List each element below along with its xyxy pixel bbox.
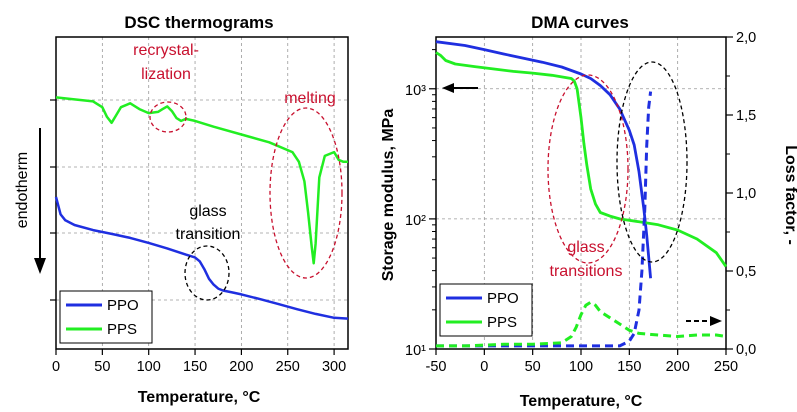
- dsc-x-tick-label: 50: [94, 359, 110, 375]
- dsc-panel: DSC thermograms 0 50 100 150 200 250 300 Tempe…: [14, 13, 349, 406]
- ppo-glass-transition-ellipse: [616, 61, 688, 263]
- dsc-title: DSC thermograms: [124, 13, 273, 32]
- dma-series-loss-pps: [436, 300, 727, 348]
- dsc-x-tick-label: 150: [183, 359, 207, 375]
- loss-axis-arrow: [686, 316, 722, 326]
- dsc-x-axis-label: Temperature, °C: [138, 389, 261, 406]
- dsc-x-tick-label: 200: [229, 359, 253, 375]
- dma-y2-tick-label: 1,5: [736, 108, 756, 124]
- recrystallization-ellipse: [149, 101, 187, 133]
- dma-series-ppo: [435, 40, 652, 279]
- dma-y-axis-label: Storage modulus, MPa: [380, 109, 397, 282]
- recrystallization-label-2: lization: [141, 66, 191, 83]
- recrystallization-label-1: recrystal-: [133, 42, 199, 59]
- dsc-legend-ppo: PPO: [107, 297, 139, 314]
- dsc-x-tick-label: 100: [137, 359, 161, 375]
- dma-legend-pps: PPS: [487, 314, 517, 331]
- dma-y2-tick-label: 0,5: [736, 264, 756, 280]
- dma-x-ticks: -50 0 50 100 150 200 250: [426, 349, 738, 375]
- melting-ellipse: [269, 107, 343, 279]
- endotherm-arrow: [34, 128, 46, 274]
- dma-y2-tick-label: 0,0: [736, 342, 756, 358]
- dma-y2-ticks: 0,0 0,5 1,0 1,5 2,0: [726, 30, 756, 358]
- dma-legend-ppo: PPO: [487, 290, 519, 307]
- dma-x-axis-label: Temperature, °C: [520, 393, 643, 410]
- dsc-x-tick-label: 300: [322, 359, 346, 375]
- dsc-x-tick-label: 0: [52, 359, 60, 375]
- dma-x-tick-label: 150: [617, 359, 641, 375]
- dma-y2-tick-label: 1,0: [736, 186, 756, 202]
- dsc-y-ticks: [50, 99, 56, 301]
- dma-series-loss-ppo: [436, 91, 653, 348]
- pps-glass-transition-ellipse: [547, 74, 629, 264]
- dma-title: DMA curves: [531, 13, 629, 32]
- dma-y-tick-label: 10²: [405, 213, 426, 229]
- dma-y-tick-label: 10³: [405, 83, 426, 99]
- glass-transition-label-2: transition: [176, 226, 241, 243]
- dsc-x-ticks: 0 50 100 150 200 250 300: [52, 349, 346, 375]
- dsc-series-ppo: [54, 196, 349, 320]
- glass-transitions-label-1: glass: [567, 239, 604, 256]
- dma-x-tick-label: 50: [525, 359, 541, 375]
- dma-y2-axis-label: Loss factor, -: [782, 145, 797, 245]
- dsc-legend: PPO PPS: [59, 290, 153, 344]
- melting-label: melting: [284, 90, 336, 107]
- dma-x-tick-label: 200: [666, 359, 690, 375]
- dma-series: [435, 40, 728, 348]
- dma-x-tick-label: 250: [714, 359, 738, 375]
- dsc-y-axis-label: endotherm: [14, 152, 31, 229]
- dma-series-pps: [435, 51, 728, 268]
- dma-x-tick-label: 0: [480, 359, 488, 375]
- dma-panel: DMA curves -50 0 50 100 150 200 250 10¹10²10³ …: [380, 13, 797, 410]
- dma-x-tick-label: -50: [426, 359, 447, 375]
- dma-y-ticks: 10¹ 10² 10³: [405, 49, 436, 359]
- dsc-x-tick-label: 250: [276, 359, 300, 375]
- glass-transition-label-1: glass: [189, 203, 226, 220]
- storage-axis-arrow: [442, 83, 478, 93]
- dma-y-tick-label: 10¹: [405, 343, 426, 359]
- glass-transition-ellipse: [184, 245, 230, 301]
- dma-legend: PPO PPS: [439, 283, 533, 337]
- dma-y2-tick-label: 2,0: [736, 30, 756, 46]
- dsc-plot-frame: [55, 36, 349, 350]
- dma-x-tick-label: 100: [569, 359, 593, 375]
- glass-transitions-label-2: transitions: [550, 263, 623, 280]
- dsc-legend-pps: PPS: [107, 321, 137, 338]
